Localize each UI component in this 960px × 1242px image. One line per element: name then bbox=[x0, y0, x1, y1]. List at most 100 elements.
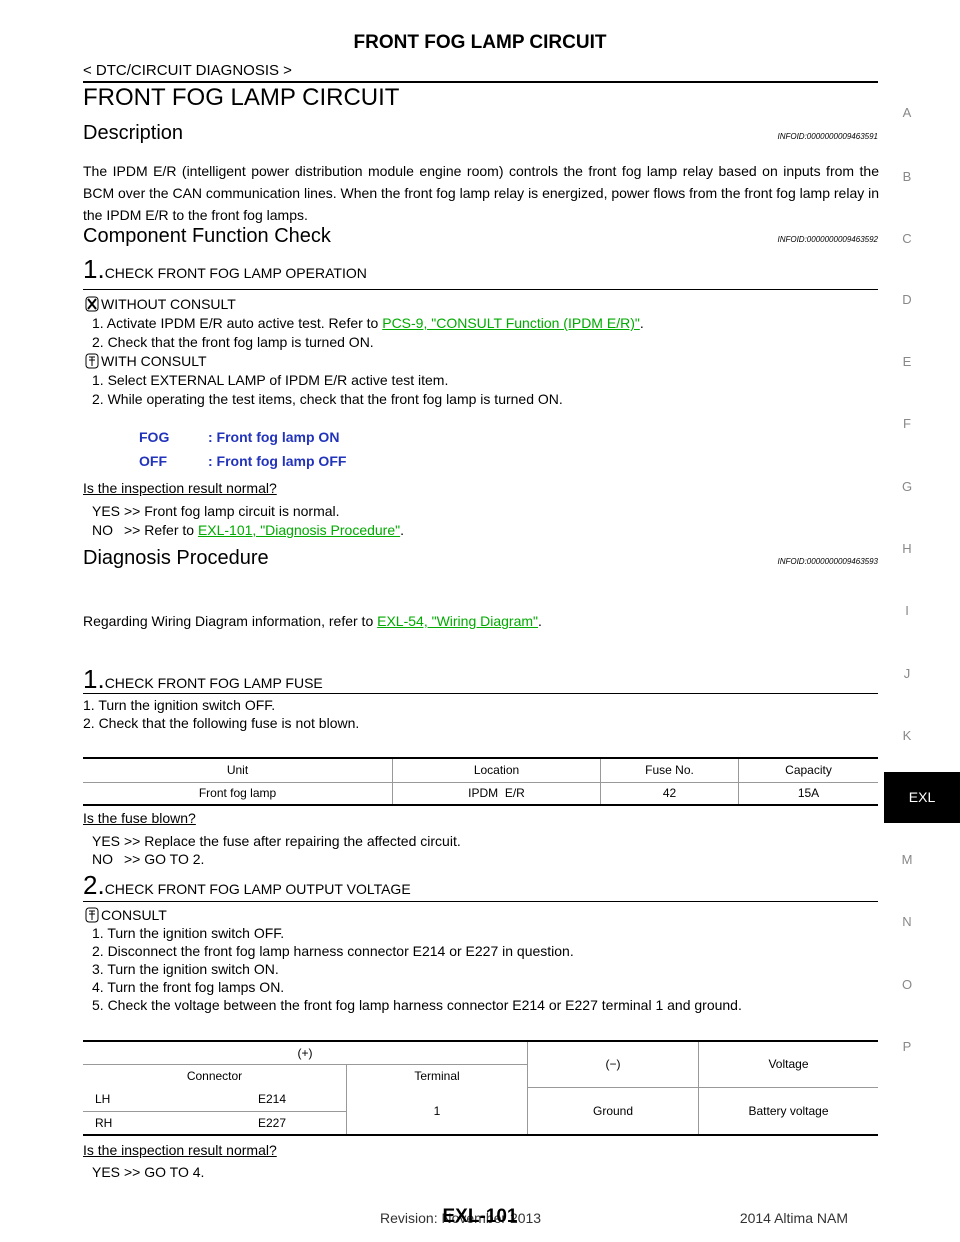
th: Location bbox=[392, 758, 601, 782]
side-tab: K bbox=[902, 728, 912, 743]
td: IPDM E/R bbox=[392, 782, 601, 805]
infoid: INFOID:0000000009463591 bbox=[777, 132, 878, 141]
answer: YES >> Replace the fuse after repairing t… bbox=[92, 833, 461, 849]
breadcrumb: < DTC/CIRCUIT DIAGNOSIS > bbox=[83, 62, 292, 79]
step-number: 1. bbox=[83, 254, 105, 284]
answer-text: >> Replace the fuse after repairing the … bbox=[124, 833, 461, 849]
td: Battery voltage bbox=[748, 1103, 829, 1118]
rule bbox=[83, 901, 878, 902]
step: 2.CHECK FRONT FOG LAMP OUTPUT VOLTAGE bbox=[83, 870, 411, 901]
question: Is the inspection result normal? bbox=[83, 1142, 277, 1158]
table: Unit Location Fuse No. Capacity Front fog l… bbox=[83, 757, 878, 806]
heading: Component Function Check bbox=[83, 225, 331, 247]
th: Fuse No. bbox=[600, 758, 739, 782]
answer-label: NO bbox=[92, 851, 113, 867]
rule bbox=[83, 81, 878, 83]
connector: E214 bbox=[258, 1091, 287, 1106]
table: (+) (−) Voltage Connector Terminal LH E214 1 G… bbox=[83, 1040, 878, 1136]
side-tab: N bbox=[902, 914, 912, 929]
list-item: 1. Turn the ignition switch OFF. bbox=[83, 697, 276, 713]
td: 1 bbox=[346, 1087, 528, 1135]
side-tab: EXL bbox=[884, 772, 960, 823]
th: Unit bbox=[83, 758, 393, 782]
side-tab: M bbox=[901, 852, 913, 867]
list-item: 3. Turn the ignition switch ON. bbox=[92, 961, 279, 977]
step-title: CHECK FRONT FOG LAMP OPERATION bbox=[104, 265, 367, 281]
answer: YES >> Front fog lamp circuit is normal. bbox=[92, 503, 340, 519]
td: RH E227 bbox=[83, 1111, 347, 1135]
label: CONSULT bbox=[101, 907, 167, 923]
answer-text: >> GO TO 4. bbox=[124, 1164, 205, 1180]
text: Regarding Wiring Diagram information, re… bbox=[83, 613, 374, 629]
text: . bbox=[538, 613, 542, 629]
infoid: INFOID:0000000009463592 bbox=[777, 235, 878, 244]
section-title: FRONT FOG LAMP CIRCUIT bbox=[83, 84, 400, 111]
side-tab: B bbox=[902, 169, 912, 184]
label: WITHOUT CONSULT bbox=[101, 296, 236, 312]
label: WITH CONSULT bbox=[101, 353, 207, 369]
th: (+) bbox=[83, 1041, 528, 1065]
th: Terminal bbox=[346, 1064, 528, 1087]
list-item: 2. Check that the following fuse is not … bbox=[83, 715, 360, 731]
step-title: CHECK FRONT FOG LAMP OUTPUT VOLTAGE bbox=[104, 881, 411, 897]
th: Voltage bbox=[698, 1041, 878, 1088]
spec-item: FOG bbox=[139, 429, 170, 445]
side-tab: E bbox=[902, 354, 912, 369]
paragraph: The IPDM E/R (intelligent power distribu… bbox=[83, 163, 880, 223]
side-tab: O bbox=[901, 977, 913, 992]
answer-text: >> Refer to bbox=[124, 522, 195, 538]
list-item: 1. Select EXTERNAL LAMP of IPDM E/R acti… bbox=[92, 372, 449, 388]
list-item: 2. Check that the front fog lamp is turn… bbox=[92, 334, 374, 350]
icon bbox=[85, 296, 99, 312]
answer-text: >> GO TO 2. bbox=[124, 851, 205, 867]
step: 1.CHECK FRONT FOG LAMP OPERATION bbox=[83, 254, 367, 285]
list-item: 4. Turn the front fog lamps ON. bbox=[92, 979, 285, 995]
link[interactable]: EXL-54, "Wiring Diagram" bbox=[377, 613, 539, 629]
side-tab: F bbox=[903, 416, 911, 431]
side-tab: H bbox=[902, 541, 912, 556]
header-title: FRONT FOG LAMP CIRCUIT bbox=[353, 32, 607, 53]
connector: E227 bbox=[258, 1115, 287, 1130]
icon bbox=[85, 907, 99, 923]
list-item: 5. Check the voltage between the front f… bbox=[92, 997, 742, 1013]
heading: Diagnosis Procedure bbox=[83, 547, 269, 569]
spec-item: OFF bbox=[139, 453, 167, 469]
step-number: 2. bbox=[83, 870, 105, 900]
icon bbox=[85, 353, 99, 369]
text: . bbox=[639, 315, 644, 331]
td: 42 bbox=[600, 782, 739, 805]
footer-model: 2014 Altima NAM bbox=[739, 1210, 848, 1226]
answer: YES >> GO TO 4. bbox=[92, 1164, 204, 1180]
td: 15A bbox=[797, 786, 820, 801]
infoid: INFOID:0000000009463593 bbox=[777, 557, 878, 566]
answer-label: YES bbox=[92, 833, 121, 849]
question: Is the fuse blown? bbox=[83, 810, 196, 826]
footer-revision: Revision: November 2013 bbox=[380, 1210, 542, 1226]
td: Front fog lamp bbox=[83, 782, 393, 805]
answer: NO >> GO TO 2. bbox=[92, 851, 204, 867]
th: (−) bbox=[527, 1041, 699, 1088]
step: 1.CHECK FRONT FOG LAMP FUSE bbox=[83, 664, 323, 695]
answer-label: NO bbox=[92, 522, 113, 538]
spec-value: : Front fog lamp ON bbox=[208, 429, 340, 445]
side-tab: J bbox=[903, 666, 911, 681]
answer-text: >> Front fog lamp circuit is normal. bbox=[124, 503, 340, 519]
link[interactable]: PCS-9, "CONSULT Function (IPDM E/R)" bbox=[382, 315, 640, 331]
rule bbox=[83, 289, 878, 290]
list-item: 2. Disconnect the front fog lamp harness… bbox=[92, 943, 574, 959]
link[interactable]: EXL-101, "Diagnosis Procedure" bbox=[197, 522, 401, 538]
answer-label: YES bbox=[92, 1164, 121, 1180]
rule bbox=[83, 693, 878, 694]
side: RH bbox=[95, 1115, 113, 1130]
td: LH E214 bbox=[83, 1087, 347, 1112]
text: 1. Activate IPDM E/R auto active test. R… bbox=[92, 315, 379, 331]
spec-value: : Front fog lamp OFF bbox=[208, 453, 347, 469]
step-title: CHECK FRONT FOG LAMP FUSE bbox=[104, 675, 323, 691]
side-tab: A bbox=[902, 105, 912, 120]
th: Connector bbox=[83, 1064, 347, 1087]
text: . bbox=[400, 522, 404, 538]
side-tab: G bbox=[901, 479, 913, 494]
side-tab: I bbox=[905, 603, 909, 618]
footer-page: EXL-101 bbox=[442, 1206, 518, 1227]
